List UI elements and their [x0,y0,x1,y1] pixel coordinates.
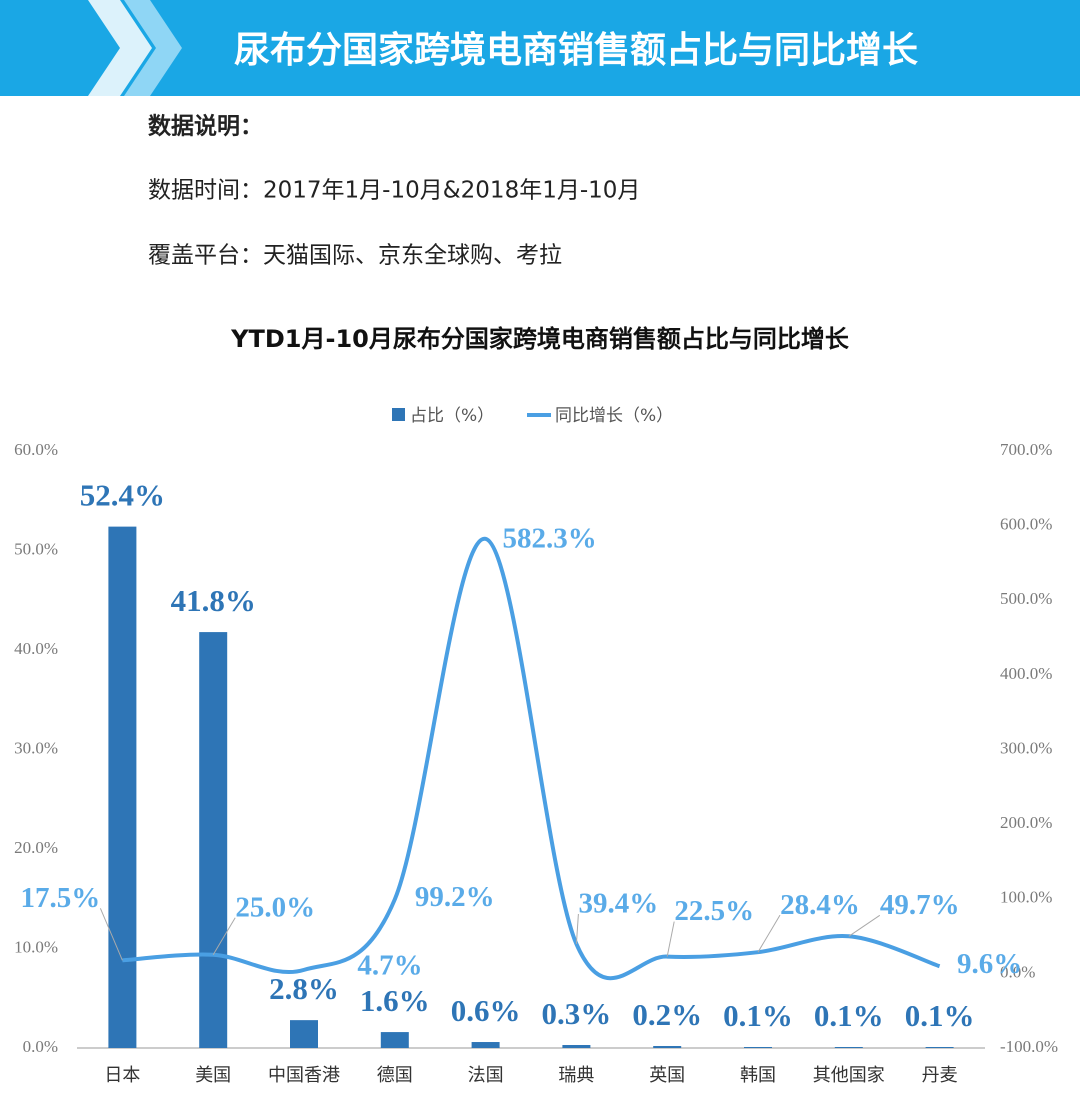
line [122,536,941,981]
y-tick-label: 40.0% [14,639,58,658]
bar-value-label: 0.1% [723,998,793,1033]
chart-title: YTD1月-10月尿布分国家跨境电商销售额占比与同比增长 [230,325,850,353]
bar-value-label: 0.3% [542,996,612,1031]
line-value-label: 17.5% [21,882,101,914]
legend-label: 同比增长（%） [555,406,673,426]
leader-line [666,921,675,957]
line-value-label: 99.2% [415,881,495,913]
y2-tick-label: 0.0% [1000,962,1035,981]
y-tick-label: 10.0% [14,937,58,956]
line-value-label: 9.6% [957,948,1022,980]
bar [653,1046,682,1048]
y2-tick-label: -100.0% [1000,1037,1058,1056]
y-tick-label: 50.0% [14,539,58,558]
x-tick-label: 法国 [468,1065,504,1086]
bar [744,1047,772,1048]
y-tick-label: 20.0% [14,838,58,857]
y2-tick-label: 200.0% [1000,813,1052,832]
x-tick-label: 德国 [377,1065,413,1086]
y2-tick-label: 400.0% [1000,664,1052,683]
line-value-label: 49.7% [880,889,960,921]
leader-line [575,913,579,945]
bar [834,1047,863,1048]
banner-title: 尿布分国家跨境电商销售额占比与同比增长 [234,30,918,71]
legend-swatch [392,408,405,421]
bar [925,1047,954,1048]
bar [290,1020,318,1048]
x-tick-label: 日本 [104,1065,140,1086]
line-value-label: 22.5% [674,895,754,927]
line-value-label: 582.3% [502,522,596,554]
leader-line [757,914,781,953]
x-tick-label: 其他国家 [813,1065,885,1086]
line-value-label: 25.0% [235,891,315,923]
y-tick-label: 30.0% [14,738,58,757]
y2-tick-label: 600.0% [1000,515,1052,534]
x-tick-label: 瑞典 [558,1065,594,1086]
notes-line: 覆盖平台：天猫国际、京东全球购、考拉 [148,243,562,269]
notes-line: 数据时间：2017年1月-10月&2018年1月-10月 [148,178,640,204]
y2-tick-label: 100.0% [1000,888,1052,907]
y-tick-label: 0.0% [23,1037,58,1056]
y2-tick-label: 700.0% [1000,440,1052,459]
bar-value-label: 2.8% [269,971,339,1006]
line-value-label: 39.4% [579,888,659,920]
x-tick-label: 中国香港 [268,1065,340,1086]
line-value-label: 4.7% [357,950,422,982]
bar [199,632,228,1048]
y2-tick-label: 300.0% [1000,738,1052,757]
chevron [88,0,152,96]
bar [471,1042,500,1048]
y-tick-label: 60.0% [14,440,58,459]
x-tick-label: 韩国 [740,1065,776,1086]
x-tick-label: 丹麦 [922,1065,958,1086]
bar-value-label: 0.2% [632,997,702,1032]
y2-tick-label: 500.0% [1000,589,1052,608]
bar-value-label: 41.8% [171,583,256,618]
legend-label: 占比（%） [410,406,494,426]
line-value-label: 28.4% [780,889,860,921]
notes-heading: 数据说明： [148,113,263,140]
bar [562,1045,591,1048]
x-tick-label: 美国 [195,1065,231,1086]
bar [108,526,137,1048]
bar-value-label: 0.6% [451,993,521,1028]
bar-value-label: 0.1% [814,998,884,1033]
bar [380,1032,409,1048]
leader-line [848,914,881,937]
leader-line [99,908,123,961]
x-tick-label: 英国 [649,1065,685,1086]
chevron [124,0,182,96]
bar-value-label: 52.4% [80,478,165,513]
bar-value-label: 1.6% [360,983,430,1018]
bar-value-label: 0.1% [905,998,975,1033]
leader-line [212,917,236,955]
